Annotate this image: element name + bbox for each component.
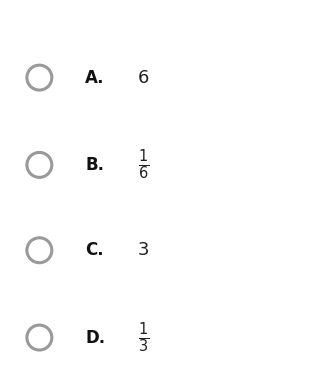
- Text: A.: A.: [85, 69, 105, 87]
- Text: D.: D.: [85, 329, 105, 346]
- Text: B.: B.: [85, 156, 104, 174]
- Text: $\frac{1}{6}$: $\frac{1}{6}$: [138, 148, 149, 182]
- Text: 6: 6: [138, 69, 149, 87]
- Text: 3: 3: [138, 241, 149, 259]
- Text: C.: C.: [85, 241, 104, 259]
- Text: $\frac{1}{3}$: $\frac{1}{3}$: [138, 320, 149, 355]
